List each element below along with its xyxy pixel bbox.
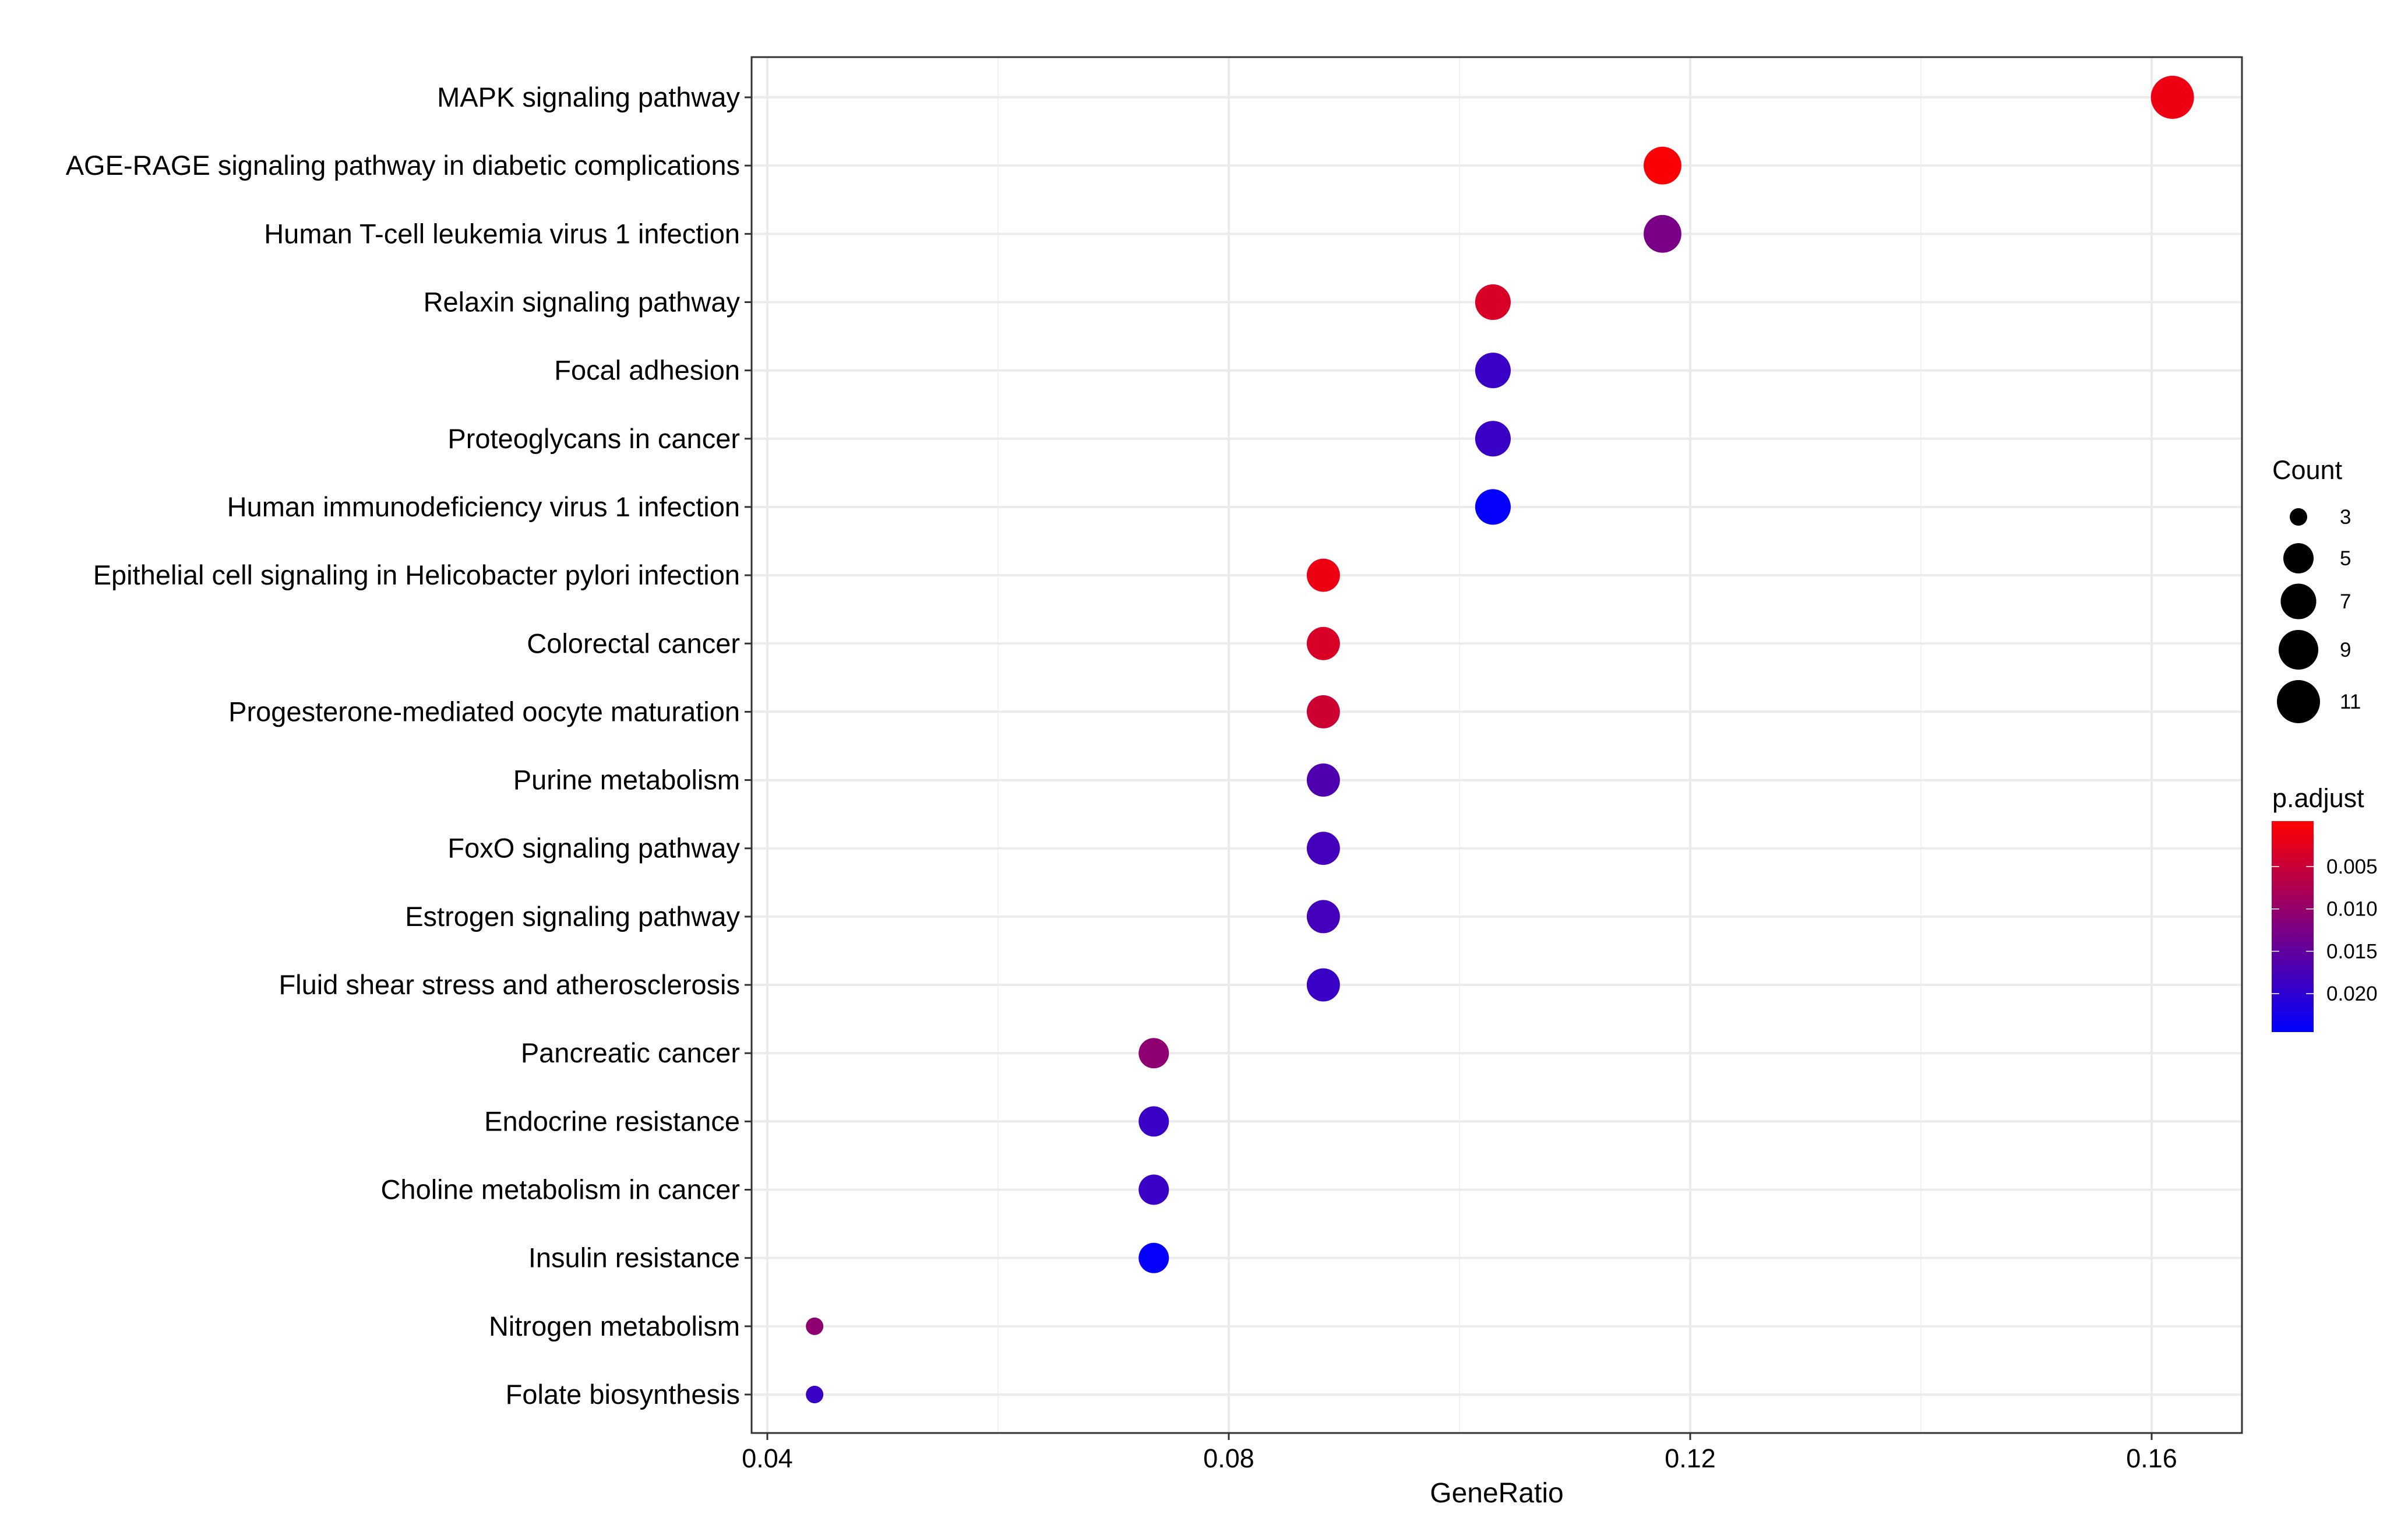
colorbar-label: 0.005 [2326, 855, 2378, 878]
y-tick-label: Fluid shear stress and atherosclerosis [278, 969, 740, 1000]
panel-border [750, 56, 2243, 1434]
x-axis-labels: 0.04 0.08 0.12 0.16 [742, 1433, 2177, 1473]
y-tick-label: Endocrine resistance [484, 1105, 740, 1136]
y-tick-label: Relaxin signaling pathway [424, 286, 741, 317]
data-point [1306, 763, 1340, 797]
y-tick-label: MAPK signaling pathway [437, 82, 740, 112]
legend-size-label: 7 [2340, 590, 2351, 613]
data-point [1306, 832, 1340, 865]
legend-count: 3 5 7 9 11 [2277, 506, 2361, 723]
y-tick-label: Insulin resistance [528, 1242, 740, 1273]
data-point [1306, 626, 1340, 660]
y-tick-label: Progesterone-mediated oocyte maturation [228, 696, 740, 727]
data-point [806, 1386, 824, 1403]
y-tick-label: Focal adhesion [554, 355, 740, 386]
grid-lines [752, 57, 2242, 1433]
data-point [1475, 284, 1511, 321]
legend-count-title: Count [2272, 455, 2343, 485]
y-tick-label: Proteoglycans in cancer [447, 423, 740, 454]
legend-size-label: 9 [2340, 639, 2351, 661]
y-tick-label: Colorectal cancer [527, 628, 740, 659]
legend-colorbar [2272, 821, 2314, 1032]
legend-size-label: 3 [2340, 506, 2351, 529]
legend-size-key [2290, 508, 2307, 526]
legend-size-key [2280, 583, 2317, 619]
data-point [2150, 76, 2194, 119]
data-point [1306, 558, 1340, 592]
data-point [1475, 421, 1511, 457]
data-point [1138, 1038, 1169, 1069]
y-tick-label: Choline metabolism in cancer [380, 1174, 740, 1205]
colorbar-label: 0.020 [2326, 983, 2378, 1005]
data-point [1644, 214, 1681, 253]
y-tick-label: Human immunodeficiency virus 1 infection [227, 491, 740, 522]
x-axis-title: GeneRatio [1430, 1478, 1563, 1509]
data-point [1138, 1106, 1169, 1137]
data-point [1306, 695, 1340, 728]
x-tick-label: 0.04 [742, 1443, 793, 1473]
y-tick-label: FoxO signaling pathway [447, 833, 740, 864]
x-tick-label: 0.16 [2126, 1443, 2177, 1473]
colorbar-label: 0.015 [2326, 940, 2378, 963]
y-tick-label: Pancreatic cancer [521, 1037, 740, 1068]
data-point [1138, 1242, 1169, 1273]
y-tick-label: Nitrogen metabolism [489, 1311, 740, 1342]
data-points [806, 76, 2194, 1403]
legend-size-label: 11 [2340, 691, 2361, 713]
data-point [1138, 1174, 1169, 1205]
data-point [1475, 353, 1511, 389]
data-point [1306, 968, 1340, 1002]
legend-padjust-title: p.adjust [2272, 783, 2364, 813]
legend-size-key [2277, 680, 2320, 723]
legend-size-key [2278, 629, 2319, 670]
x-tick-label: 0.12 [1665, 1443, 1716, 1473]
colorbar-label: 0.010 [2326, 898, 2378, 921]
y-tick-label: AGE-RAGE signaling pathway in diabetic c… [66, 150, 740, 181]
data-point [806, 1317, 824, 1335]
panel-background [752, 57, 2242, 1433]
data-point [1644, 146, 1681, 185]
legend-size-key [2283, 543, 2314, 573]
x-tick-label: 0.08 [1203, 1443, 1254, 1473]
data-point [1475, 489, 1511, 525]
y-tick-label: Epithelial cell signaling in Helicobacte… [93, 559, 740, 590]
y-tick-label: Purine metabolism [513, 765, 740, 795]
y-axis-labels: MAPK signaling pathway AGE-RAGE signaling… [66, 82, 752, 1410]
y-tick-label: Folate biosynthesis [506, 1379, 740, 1410]
data-point [1306, 900, 1340, 934]
y-tick-label: Estrogen signaling pathway [405, 901, 740, 932]
legend-padjust: 0.005 0.010 0.015 0.020 [2272, 855, 2378, 1005]
legend-size-label: 5 [2340, 547, 2351, 570]
y-tick-label: Human T-cell leukemia virus 1 infection [264, 218, 740, 249]
